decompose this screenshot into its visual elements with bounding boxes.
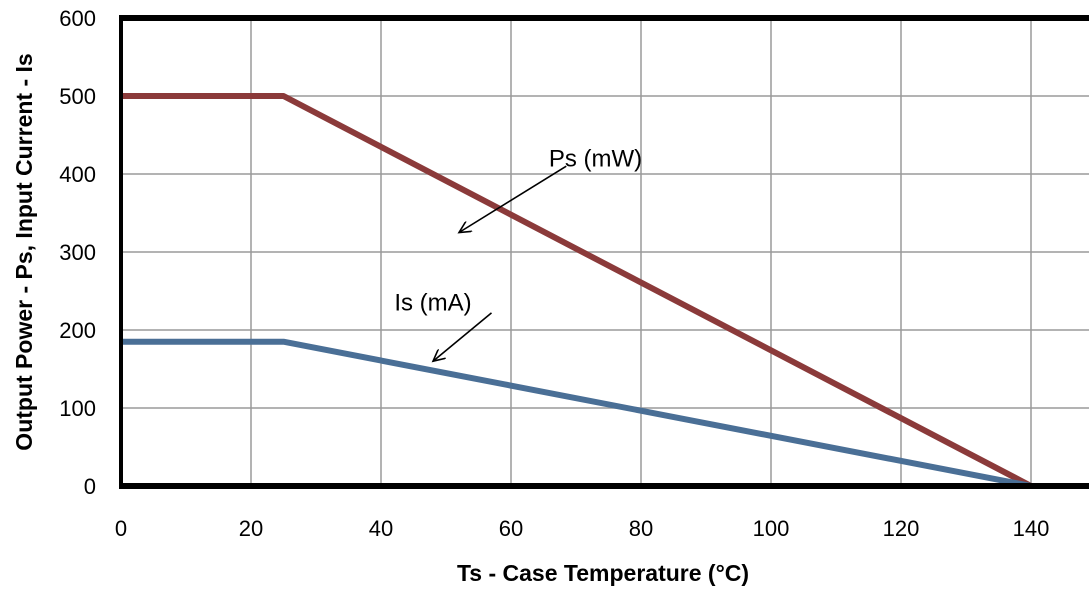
- x-tick-labels: 0 20 40 60 80 100 120 140: [115, 516, 1049, 541]
- annotation-arrow-0: [459, 165, 567, 232]
- series-line-0: [121, 93, 1033, 489]
- grid: [120, 17, 1089, 487]
- y-tick-label: 100: [59, 396, 96, 421]
- x-tick-label: 40: [369, 516, 393, 541]
- series-line-1: [121, 338, 1032, 489]
- annotation-label-1: Is (mA): [394, 290, 471, 317]
- x-tick-label: 60: [499, 516, 523, 541]
- annotations: Ps (mW)Is (mA): [394, 145, 642, 361]
- annotation-arrow-1: [433, 312, 493, 361]
- x-axis-title: Ts - Case Temperature (°C): [457, 560, 749, 586]
- y-tick-label: 600: [59, 6, 96, 31]
- plot-frame: [119, 15, 1089, 489]
- y-tick-label: 400: [59, 162, 96, 187]
- y-tick-label: 500: [59, 84, 96, 109]
- x-tick-label: 140: [1013, 516, 1050, 541]
- series-group: [121, 93, 1033, 489]
- x-tick-label: 120: [883, 516, 920, 541]
- y-tick-label: 0: [84, 474, 96, 499]
- y-axis-title: Output Power - Ps, Input Current - Is: [11, 53, 37, 450]
- y-tick-label: 200: [59, 318, 96, 343]
- x-tick-label: 0: [115, 516, 127, 541]
- x-tick-label: 20: [239, 516, 263, 541]
- x-tick-label: 80: [629, 516, 653, 541]
- y-tick-labels: 0 100 200 300 400 500 600: [59, 6, 96, 499]
- y-tick-label: 300: [59, 240, 96, 265]
- x-tick-label: 100: [753, 516, 790, 541]
